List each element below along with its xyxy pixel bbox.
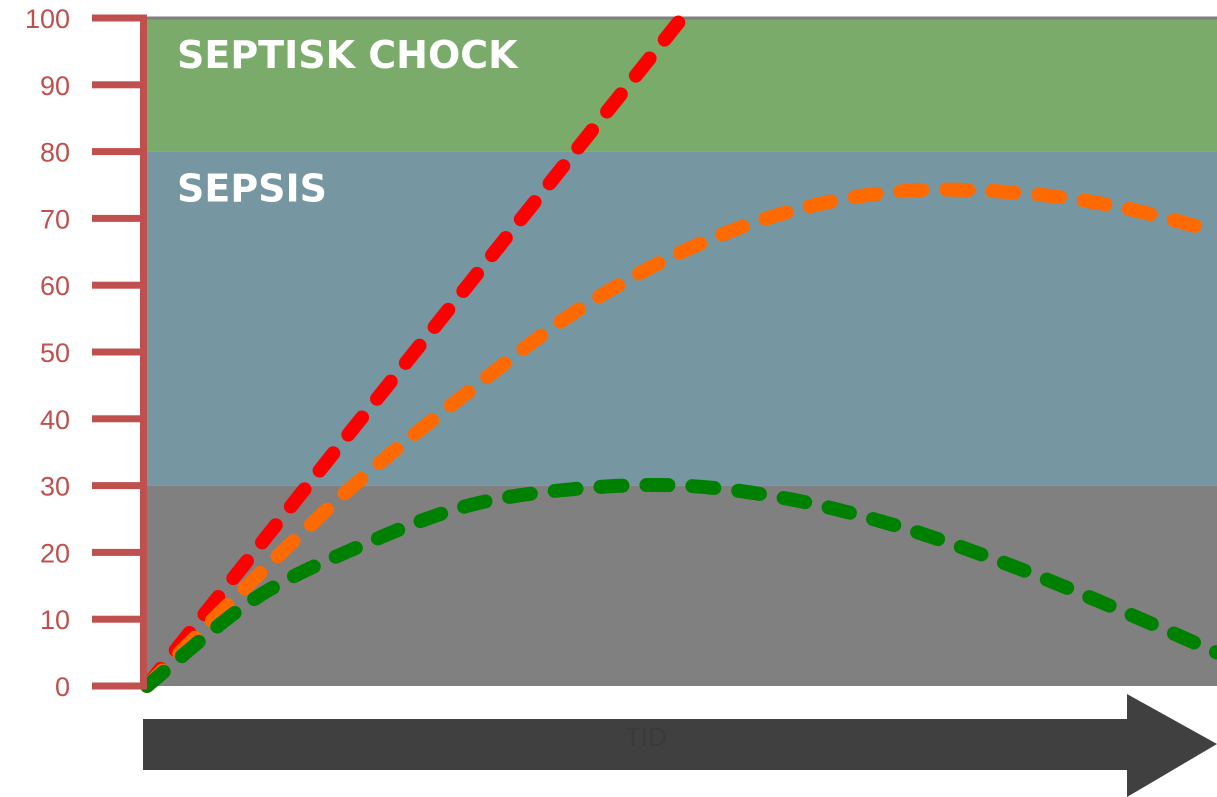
y-tick-label-60: 60 [40, 271, 70, 301]
y-tick-30 [92, 482, 147, 490]
y-tick-20 [92, 548, 147, 556]
time-arrow: TID [143, 694, 1217, 797]
y-tick-label-80: 80 [40, 138, 70, 168]
y-tick-10 [92, 615, 147, 623]
y-tick-80 [92, 148, 147, 156]
y-tick-label-70: 70 [40, 204, 70, 234]
y-tick-label-50: 50 [40, 338, 70, 368]
background-zones [147, 16, 1217, 686]
x-axis-label: TID [625, 722, 667, 752]
y-tick-100 [92, 14, 147, 22]
y-tick-label-30: 30 [40, 472, 70, 502]
y-tick-label-90: 90 [40, 71, 70, 101]
y-tick-40 [92, 415, 147, 423]
y-axis: 0 10 20 30 40 50 60 70 80 90 100 [25, 4, 147, 702]
series-line-0 [140, 11, 689, 693]
zone-2 [147, 18, 1217, 152]
y-tick-label-0: 0 [55, 672, 70, 702]
zone-label-2: SEPTISK CHOCK [177, 33, 519, 77]
zone-labels: SEPSIS SEPTISK CHOCK [177, 33, 519, 211]
y-tick-50 [92, 348, 147, 356]
series-lines [140, 11, 1217, 693]
y-tick-90 [92, 81, 147, 89]
y-tick-0 [92, 682, 147, 690]
y-tick-70 [92, 214, 147, 222]
y-tick-label-100: 100 [25, 4, 70, 34]
series-line-1 [140, 182, 1217, 693]
zone-1 [147, 151, 1217, 486]
y-tick-60 [92, 281, 147, 289]
time-arrow-shape [143, 694, 1217, 797]
y-tick-label-40: 40 [40, 405, 70, 435]
y-tick-label-20: 20 [40, 538, 70, 568]
zone-label-1: SEPSIS [177, 167, 327, 211]
y-tick-label-10: 10 [40, 605, 70, 635]
